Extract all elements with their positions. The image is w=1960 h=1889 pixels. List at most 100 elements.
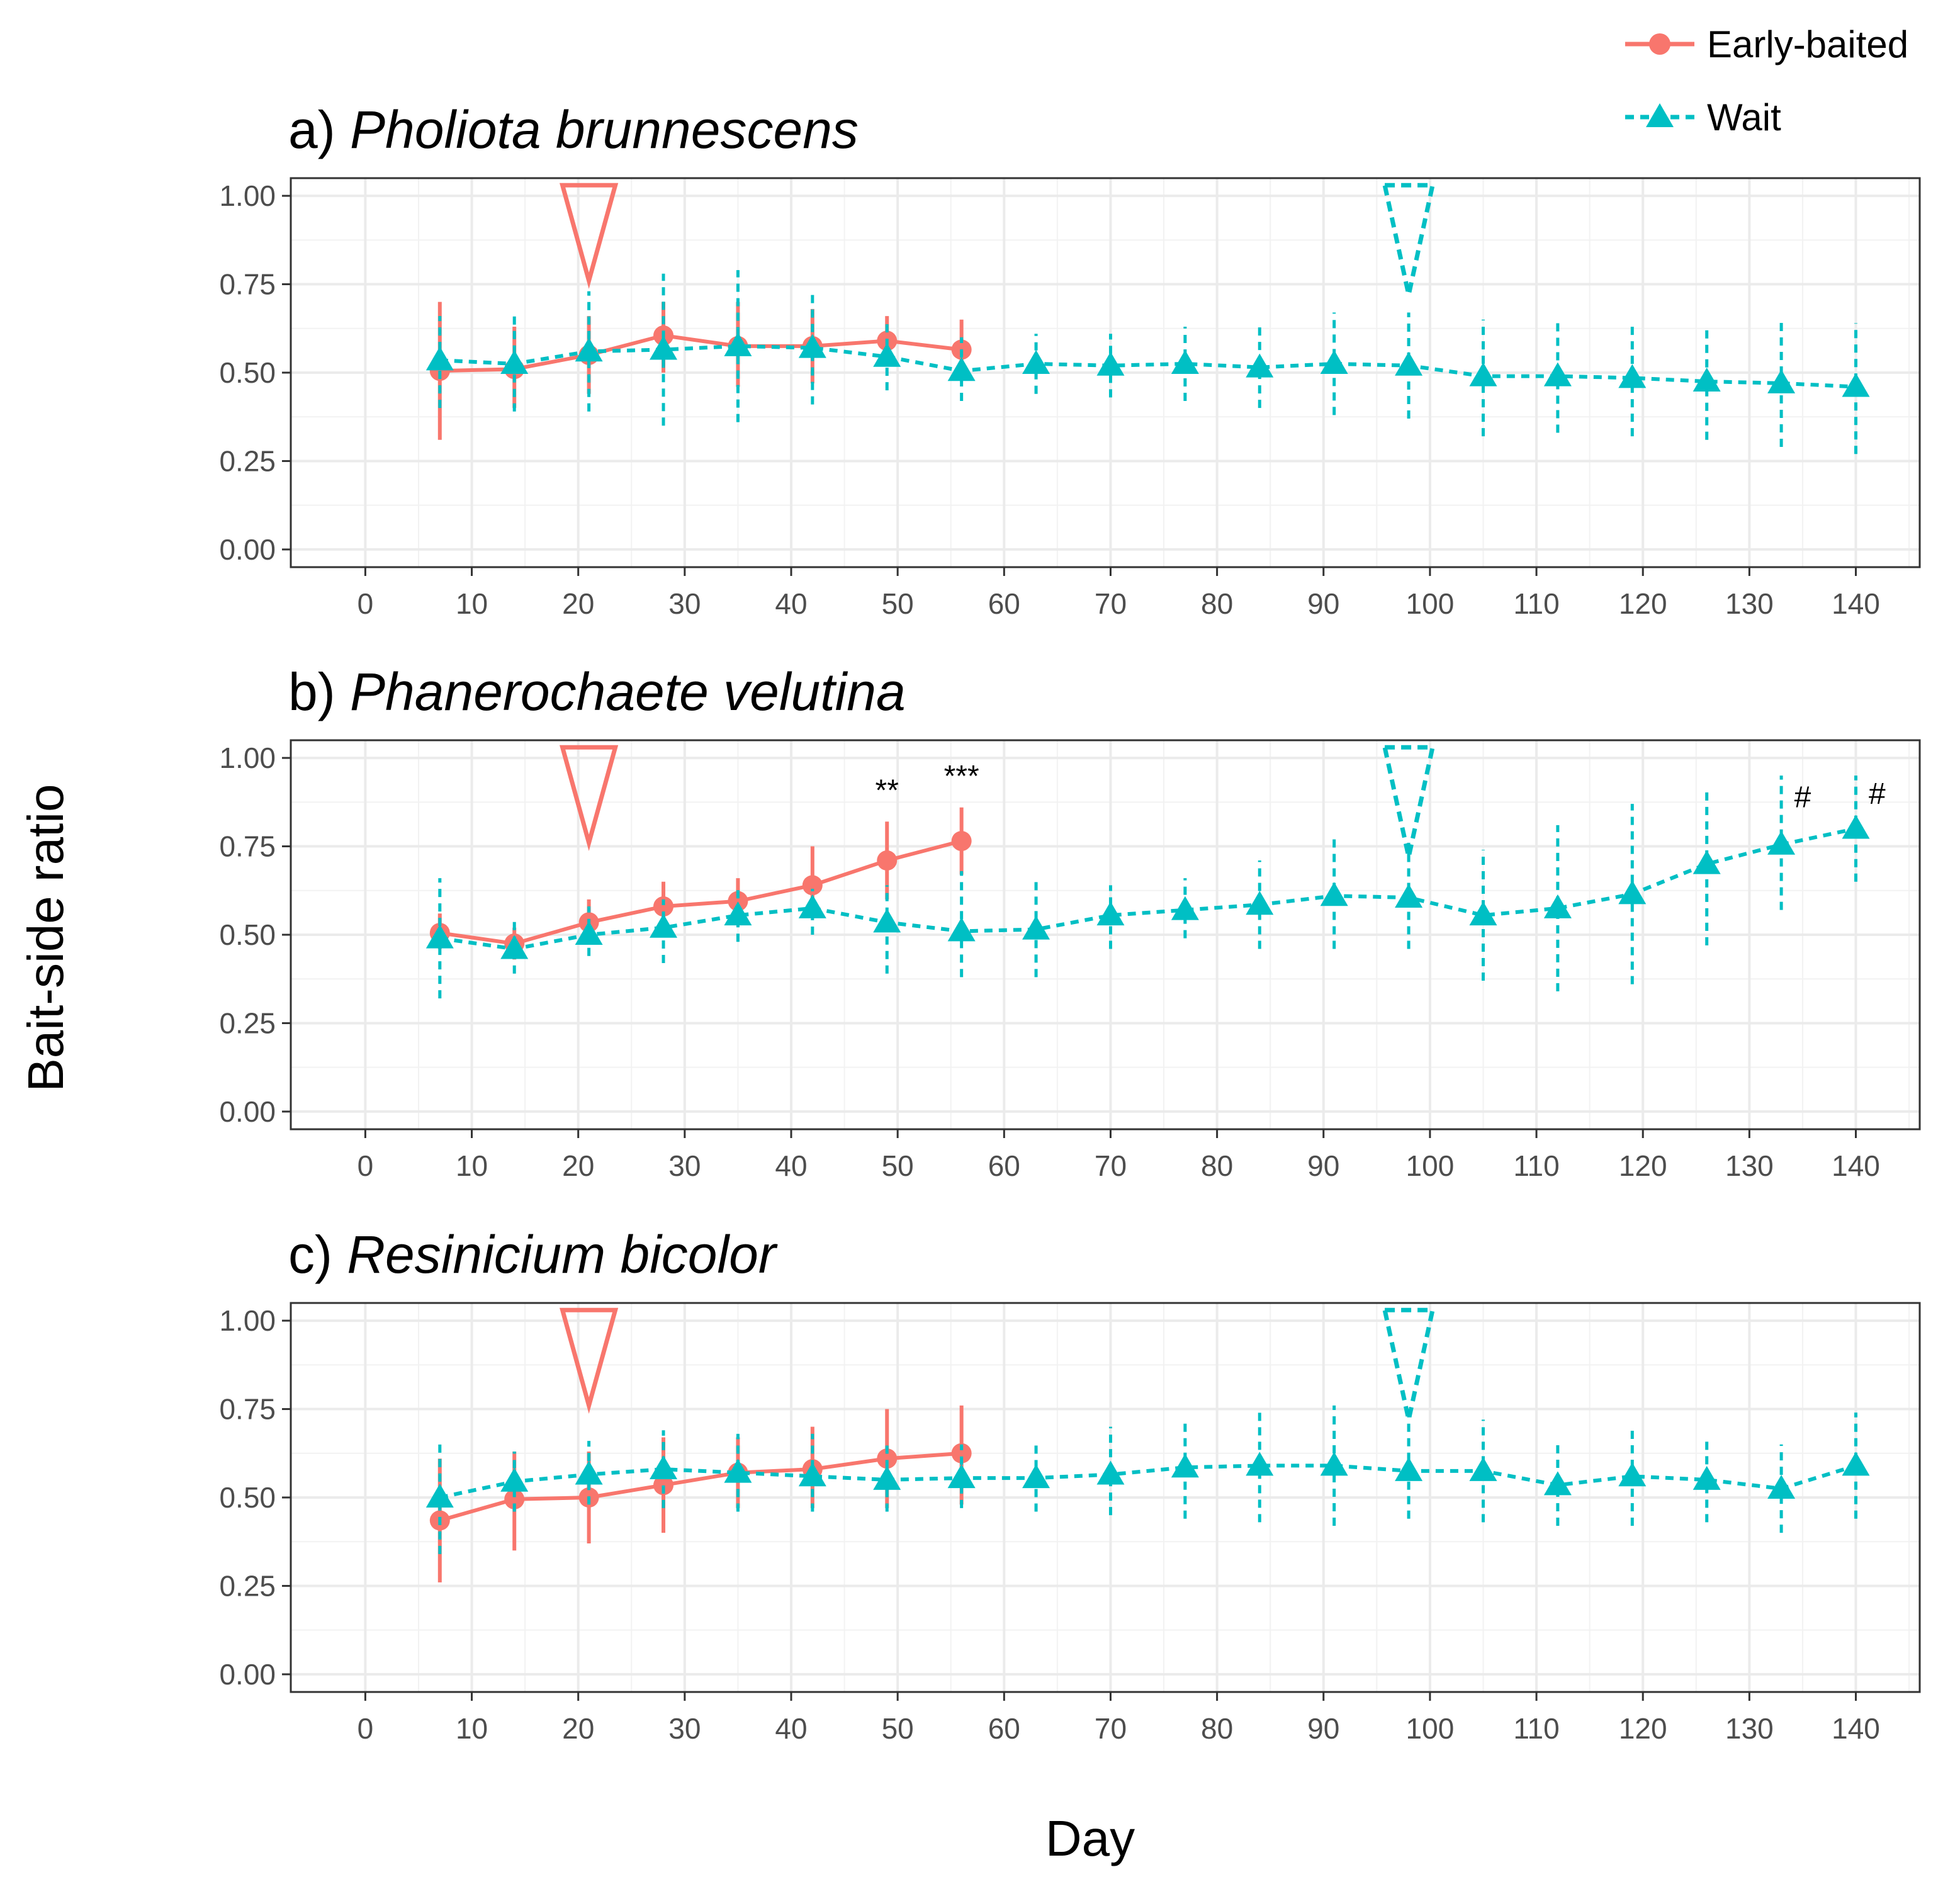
data-point-wait xyxy=(425,346,454,371)
x-tick-label: 100 xyxy=(1406,1712,1455,1745)
y-tick-label: 0.25 xyxy=(219,1007,276,1039)
x-tick-label: 40 xyxy=(775,587,807,620)
data-point-wait xyxy=(1022,915,1050,940)
data-point-wait xyxy=(1171,349,1199,374)
x-tick-label: 90 xyxy=(1307,587,1339,620)
data-point-wait xyxy=(1096,351,1125,376)
y-tick-label: 1.00 xyxy=(219,179,276,212)
x-tick-label: 90 xyxy=(1307,1712,1339,1745)
x-tick-label: 50 xyxy=(882,587,914,620)
data-point-wait xyxy=(1767,830,1796,855)
x-tick-label: 120 xyxy=(1619,587,1667,620)
data-point-wait xyxy=(1022,349,1050,374)
series-line-wait xyxy=(439,1463,1857,1499)
data-point-wait xyxy=(1395,1457,1423,1481)
data-point-wait xyxy=(1618,364,1647,388)
x-tick-label: 120 xyxy=(1619,1712,1667,1745)
x-tick-label: 60 xyxy=(988,587,1020,620)
data-point-wait xyxy=(724,901,752,926)
y-tick-label: 0.75 xyxy=(219,1393,276,1426)
data-point-wait xyxy=(873,908,901,933)
y-tick-label: 0.50 xyxy=(219,1481,276,1514)
data-point-wait xyxy=(1767,1474,1796,1499)
data-point-wait xyxy=(650,336,678,360)
x-tick-label: 10 xyxy=(456,1712,488,1745)
significance-annotation: ** xyxy=(876,774,899,808)
data-point-wait xyxy=(1320,882,1348,906)
data-point-early-baited xyxy=(877,1448,898,1469)
data-point-wait xyxy=(798,894,826,918)
x-tick-label: 120 xyxy=(1619,1149,1667,1182)
x-tick-label: 80 xyxy=(1201,1712,1233,1745)
series-line-early-baited xyxy=(439,1451,962,1523)
panel-title-prefix: c) xyxy=(288,1225,347,1284)
data-point-wait xyxy=(1320,1452,1348,1476)
panel-1: 0.00 0.25 0.50 0.75 1.00 0 10 20 30 40 50 60 70 80 90 1… xyxy=(219,100,1921,620)
data-point-wait xyxy=(425,924,454,949)
data-point-early-baited xyxy=(653,896,674,917)
x-tick-label: 30 xyxy=(668,1149,701,1182)
x-tick-label: 10 xyxy=(456,587,488,620)
x-tick-label: 50 xyxy=(882,1712,914,1745)
data-point-wait xyxy=(1246,353,1274,378)
data-point-wait xyxy=(873,1465,901,1490)
legend-entry-early-baited: Early-baited xyxy=(1625,23,1908,65)
x-tick-label: 140 xyxy=(1832,1149,1880,1182)
data-point-wait xyxy=(650,1455,678,1480)
data-point-wait xyxy=(1842,373,1870,397)
data-point-wait xyxy=(650,913,678,938)
y-tick-label: 1.00 xyxy=(219,742,276,774)
data-point-early-baited xyxy=(951,831,972,852)
series-wait xyxy=(425,270,1870,454)
x-tick-label: 110 xyxy=(1513,1149,1559,1182)
x-tick-label: 0 xyxy=(358,1712,374,1745)
x-tick-label: 130 xyxy=(1725,1712,1774,1745)
y-tick-label: 1.00 xyxy=(219,1304,276,1337)
data-point-wait xyxy=(947,917,976,942)
x-tick-label: 20 xyxy=(562,1149,594,1182)
data-point-wait xyxy=(724,332,752,356)
panel-title: a) Pholiota brunnescens xyxy=(288,100,859,159)
data-point-wait xyxy=(1543,894,1572,918)
data-point-wait xyxy=(1395,351,1423,376)
data-point-early-baited xyxy=(951,1443,972,1463)
panel-title-species: Phanerochaete velutina xyxy=(350,662,906,721)
x-axis-label: Day xyxy=(1045,1810,1135,1866)
data-point-wait xyxy=(1171,896,1199,920)
series-line-wait xyxy=(439,826,1857,951)
x-tick-label: 100 xyxy=(1406,1149,1455,1182)
y-tick-label: 0.75 xyxy=(219,830,276,863)
bait-marker-wait xyxy=(1382,745,1436,858)
data-point-wait xyxy=(1618,1462,1647,1487)
data-point-wait xyxy=(1692,850,1721,874)
x-tick-label: 0 xyxy=(358,587,374,620)
x-tick-label: 40 xyxy=(775,1712,807,1745)
data-point-wait xyxy=(1096,901,1125,926)
x-tick-label: 60 xyxy=(988,1149,1020,1182)
y-tick-label: 0.50 xyxy=(219,356,276,389)
bait-marker-wait xyxy=(1382,1307,1436,1421)
data-point-wait xyxy=(500,935,529,959)
data-point-wait xyxy=(1395,884,1423,908)
data-point-wait xyxy=(724,1458,752,1483)
data-point-wait xyxy=(873,342,901,367)
y-tick-label: 0.00 xyxy=(219,1095,276,1128)
data-point-wait xyxy=(1842,815,1870,839)
x-tick-label: 0 xyxy=(358,1149,374,1182)
x-tick-label: 70 xyxy=(1095,587,1127,620)
data-point-wait xyxy=(575,337,603,362)
x-tick-label: 140 xyxy=(1832,1712,1880,1745)
panel-2: ** ***# #0.000.250.500.751.000 10 20 30 40 50 60… xyxy=(219,662,1921,1182)
data-point-wait xyxy=(575,921,603,945)
data-point-early-baited xyxy=(728,891,748,911)
data-point-wait xyxy=(1618,880,1647,905)
x-tick-label: 80 xyxy=(1201,1149,1233,1182)
panels-layer: 0.00 0.25 0.50 0.75 1.00 0 10 20 30 40 50 60 70 80 90 1… xyxy=(219,100,1921,1745)
data-point-early-baited xyxy=(802,875,823,896)
x-tick-label: 130 xyxy=(1725,587,1774,620)
data-point-early-baited xyxy=(504,1489,525,1509)
legend-key-marker-early-baited xyxy=(1649,33,1670,55)
panel-title: c) Resinicium bicolor xyxy=(288,1225,778,1284)
x-tick-label: 60 xyxy=(988,1712,1020,1745)
